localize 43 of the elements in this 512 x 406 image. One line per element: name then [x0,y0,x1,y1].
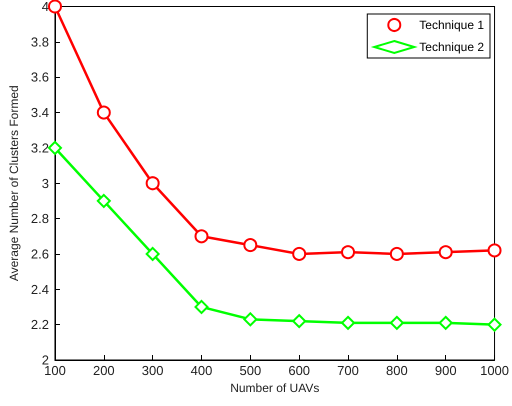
point [341,245,356,260]
point [48,0,62,14]
y-tick-label: 3.6 [30,70,49,85]
point [438,316,453,330]
point [96,106,111,120]
point [292,246,306,261]
x-tick-label: 600 [288,363,310,378]
y-tick-label: 3.8 [30,34,49,50]
x-tick-label: 500 [239,363,262,378]
y-tick-label: 2.4 [30,282,49,297]
point [488,318,502,332]
point [243,312,258,326]
legend-label: Technique 1 [419,18,484,32]
point [96,194,111,208]
x-tick-label: 900 [434,363,457,378]
point [438,245,453,260]
point [194,229,208,244]
y-tick-label: 2.2 [30,317,49,332]
x-tick-label: 400 [190,363,212,378]
y-tick-label: 4 [42,0,49,14]
point [243,238,258,252]
point [146,246,160,261]
x-tick-label: 700 [337,363,359,378]
y-tick-label: 2.8 [30,211,49,226]
point [194,300,208,314]
point [390,246,404,261]
y-tick-label: 3.2 [30,140,49,156]
y-tick-label: 3 [42,176,49,191]
point [341,316,356,330]
legend-label: Technique 2 [419,40,484,54]
y-axis-title: Average Number of Clusters Formed [7,85,21,282]
x-tick-label: 200 [92,363,115,378]
point [390,316,404,330]
y-tick-label: 2.6 [30,246,49,262]
x-tick-label: 1000 [480,363,509,378]
point [48,140,62,155]
point [292,314,306,328]
x-tick-label: 800 [386,363,408,378]
point [488,243,502,258]
point [146,176,160,190]
y-tick-label: 3.4 [30,105,49,120]
x-tick-label: 300 [142,363,164,378]
x-axis-title: Number of UAVs [230,381,320,395]
